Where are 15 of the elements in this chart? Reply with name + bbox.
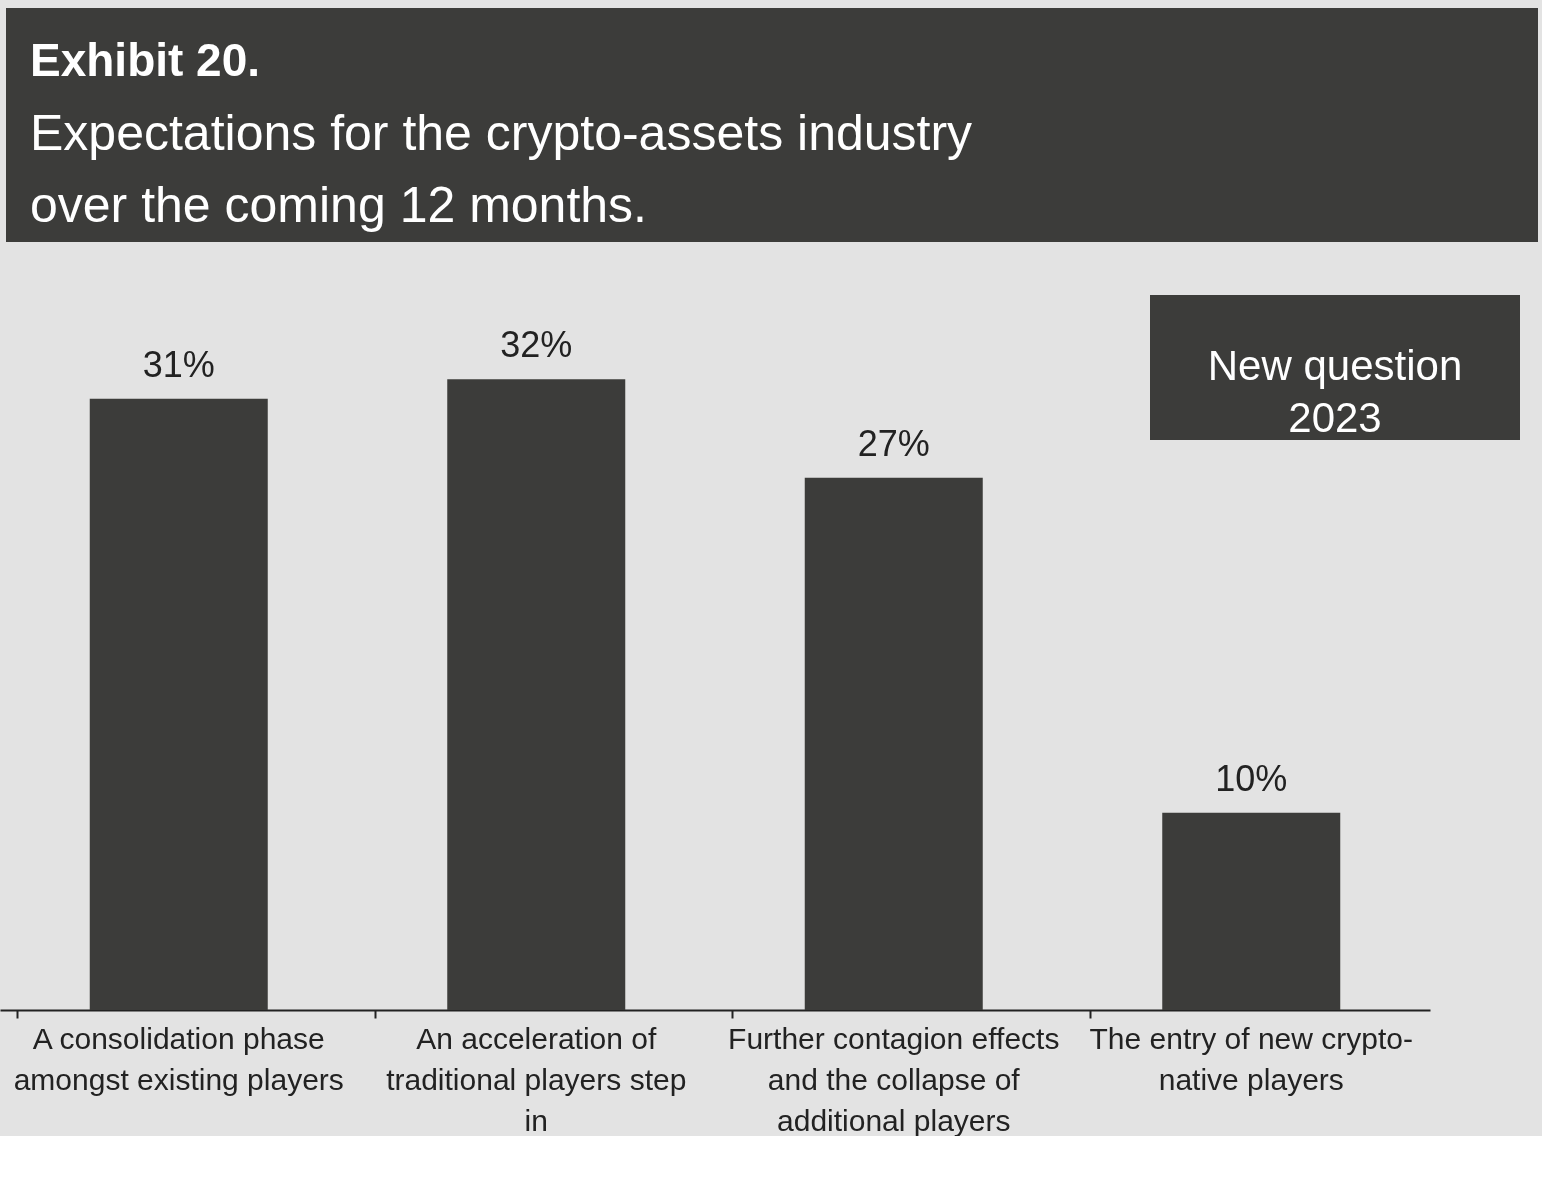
chart-subtitle: Expectations for the crypto-assets industry over the coming 12 months. — [30, 105, 973, 233]
annotation: New question 2023 — [1207, 342, 1463, 441]
x-tick-label: A consolidation phase amongst existing players — [13, 1021, 344, 1096]
bar — [1162, 812, 1341, 1010]
x-tick-label: The entry of new crypto-native players — [1089, 1021, 1413, 1096]
bar — [804, 477, 983, 1010]
data-label: 32% — [500, 324, 573, 366]
data-label: 10% — [1215, 757, 1288, 799]
bar — [447, 379, 626, 1010]
bar — [89, 398, 268, 1010]
data-label: 31% — [142, 343, 215, 385]
x-tick-label: An acceleration of traditional players step in — [386, 1021, 687, 1137]
data-label: 27% — [857, 422, 930, 464]
chart-title: Exhibit 20. — [30, 34, 261, 86]
x-tick-label: Further contagion effects and the collapse of additional players — [728, 1021, 1060, 1137]
